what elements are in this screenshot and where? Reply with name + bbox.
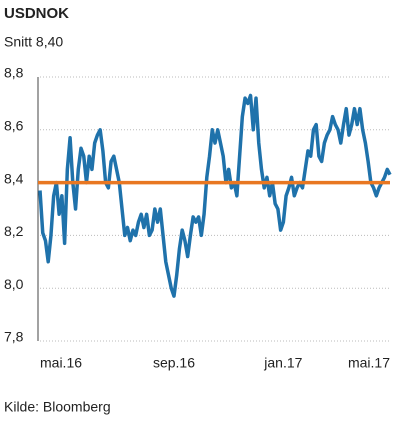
chart-title: USDNOK — [4, 5, 69, 22]
x-tick-label: jan.17 — [263, 355, 302, 371]
x-tick-label: mai.17 — [348, 355, 390, 371]
y-tick-label: 8,0 — [4, 276, 24, 292]
chart-subtitle: Snitt 8,40 — [4, 34, 63, 50]
y-tick-label: 8,2 — [4, 223, 24, 239]
x-tick-label: sep.16 — [153, 355, 195, 371]
y-tick-label: 8,4 — [4, 170, 24, 186]
y-tick-label: 7,8 — [4, 329, 24, 345]
x-tick-label: mai.16 — [40, 355, 82, 371]
y-tick-label: 8,8 — [4, 65, 24, 81]
data-line — [38, 93, 392, 298]
source: Kilde: Bloomberg — [4, 399, 111, 415]
y-tick-label: 8,6 — [4, 118, 24, 134]
